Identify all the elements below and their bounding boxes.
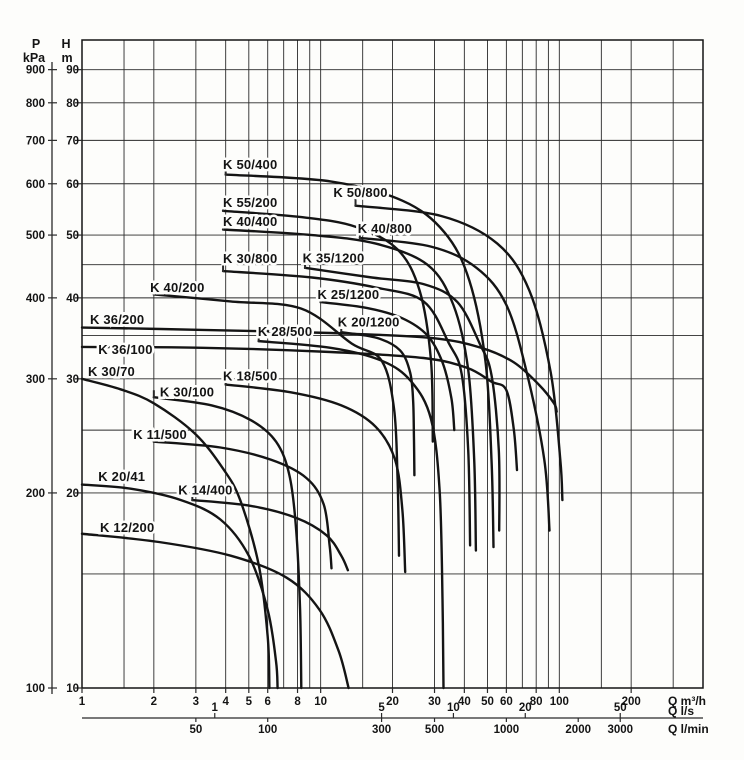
curve-label-K-30-70: K 30/70 (88, 364, 135, 379)
curve-K-50-800 (354, 204, 564, 502)
pressure-tick-label: 500 (26, 230, 45, 242)
curve-label-K-40-400: K 40/400 (223, 214, 277, 229)
head-tick-label: 70 (66, 135, 79, 147)
pressure-tick-label: 100 (26, 683, 45, 695)
curve-K-30-800 (221, 269, 472, 547)
flow-m3h-tick-label: 60 (500, 696, 513, 708)
pressure-tick-label: 800 (26, 98, 45, 110)
curve-K-35-1200 (303, 266, 501, 532)
curve-K-30-100 (152, 396, 303, 690)
flow-ls-tick-label: 50 (614, 702, 627, 714)
curve-K-50-400 (224, 173, 495, 549)
curve-label-K-14-400: K 14/400 (178, 482, 232, 497)
curve-K-36-100 (80, 345, 519, 472)
flow-m3h-tick-label: 3 (193, 696, 199, 708)
pressure-axis-title-units: kPa (23, 51, 46, 65)
curve-label-K-40-200: K 40/200 (150, 280, 204, 295)
flow-lmin-tick-label: 500 (425, 724, 444, 736)
flow-m3h-tick-label: 1 (79, 696, 86, 708)
curve-K-40-400 (221, 228, 478, 552)
head-tick-label: 90 (66, 65, 79, 77)
curve-K-20-1200 (340, 331, 416, 477)
curve-K-30-70 (80, 377, 271, 690)
pressure-tick-label: 400 (26, 293, 45, 305)
flow-m3h-unit: Q m³/h (668, 694, 706, 708)
flow-ls-tick-label: 1 (212, 702, 219, 714)
head-tick-label: 80 (66, 98, 79, 110)
head-tick-label: 20 (66, 488, 79, 500)
flow-lmin-tick-label: 2000 (565, 724, 591, 736)
flow-lmin-unit: Q l/min (668, 722, 709, 736)
flow-m3h-tick-label: 20 (386, 696, 399, 708)
flow-m3h-tick-label: 50 (481, 696, 494, 708)
curve-K-12-200 (80, 532, 350, 690)
flow-ls-tick-label: 20 (519, 702, 532, 714)
grid (82, 40, 703, 688)
pressure-tick-label: 600 (26, 179, 45, 191)
flow-lmin-tick-label: 1000 (494, 724, 520, 736)
head-tick-label: 50 (66, 230, 79, 242)
flow-lmin-tick-label: 3000 (607, 724, 633, 736)
flow-lmin-tick-label: 100 (258, 724, 277, 736)
flow-m3h-tick-label: 30 (428, 696, 441, 708)
head-axis-title-units: m (61, 51, 72, 65)
curve-label-K-30-100: K 30/100 (160, 384, 214, 399)
curve-label-K-30-800: K 30/800 (223, 251, 277, 266)
flow-lmin-tick-label: 300 (372, 724, 391, 736)
head-tick-label: 30 (66, 374, 79, 386)
curve-label-K-25-1200: K 25/1200 (318, 287, 380, 302)
head-tick-label: 10 (66, 683, 79, 695)
flow-lmin-tick-label: 50 (189, 724, 202, 736)
curve-label-K-28-500: K 28/500 (258, 324, 312, 339)
curve-K-18-500 (224, 383, 407, 574)
curve-label-K-36-200: K 36/200 (90, 312, 144, 327)
flow-m3h-tick-label: 10 (314, 696, 327, 708)
curve-label-K-36-100: K 36/100 (98, 342, 152, 357)
head-tick-label: 40 (66, 293, 79, 305)
pump-curves (80, 167, 564, 690)
curve-label-K-40-800: K 40/800 (358, 221, 412, 236)
flow-m3h-tick-label: 40 (458, 696, 471, 708)
pressure-tick-label: 700 (26, 135, 45, 147)
curve-K-28-500 (257, 339, 445, 690)
pressure-axis-title: P (32, 37, 40, 51)
flow-m3h-tick-label: 4 (222, 696, 229, 708)
curve-label-K-20-41: K 20/41 (98, 469, 145, 484)
curve-label-K-50-800: K 50/800 (333, 185, 387, 200)
flow-m3h-tick-label: 6 (265, 696, 271, 708)
curve-labels: K 50/400 K 50/800 K 55/200 K 40/400 K 40/800… (86, 154, 415, 537)
flow-m3h-tick-label: 8 (294, 696, 301, 708)
curve-label-K-18-500: K 18/500 (223, 369, 277, 384)
curve-label-K-35-1200: K 35/1200 (303, 250, 365, 265)
flow-ls-tick-label: 5 (378, 702, 385, 714)
head-axis-title: H (61, 37, 70, 51)
flow-m3h-tick-label: 80 (530, 696, 543, 708)
flow-ls-unit: Q l/s (668, 704, 694, 718)
curve-label-K-20-1200: K 20/1200 (338, 314, 400, 329)
flow-m3h-tick-label: 200 (622, 696, 641, 708)
curve-label-K-55-200: K 55/200 (223, 195, 277, 210)
flow-m3h-tick-label: 2 (151, 696, 157, 708)
curve-K-14-400 (191, 498, 350, 572)
curve-K-25-1200 (319, 300, 456, 432)
curve-label-K-11-500: K 11/500 (133, 427, 187, 442)
pressure-tick-label: 200 (26, 488, 45, 500)
curve-label-K-12-200: K 12/200 (100, 520, 154, 535)
curve-K-20-41 (80, 483, 279, 690)
flow-ls-tick-label: 10 (447, 702, 460, 714)
curve-label-K-50-400: K 50/400 (223, 157, 277, 172)
curve-K-11-500 (152, 440, 333, 570)
pressure-tick-label: 900 (26, 65, 45, 77)
flow-m3h-tick-label: 100 (550, 696, 569, 708)
curve-K-36-200 (80, 326, 558, 413)
pressure-tick-label: 300 (26, 374, 45, 386)
flow-m3h-tick-label: 5 (246, 696, 253, 708)
head-tick-label: 60 (66, 179, 79, 191)
curve-K-40-800 (358, 236, 551, 532)
flow-axes: 1 2 3 4 5 6 8 10 20 30 40 50 60 80 100 200 Q m³/h1 5 10 20 5… (79, 688, 709, 736)
